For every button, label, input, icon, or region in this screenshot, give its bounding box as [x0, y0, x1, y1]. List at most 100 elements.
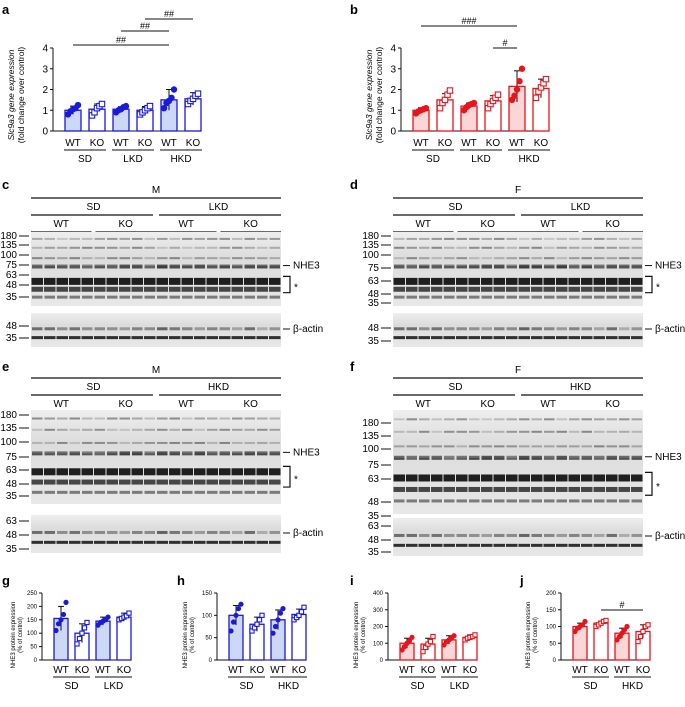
blot-band-actin: [56, 540, 68, 544]
blot-band-actin: [519, 533, 530, 537]
blot-band-nhe3: [232, 451, 243, 456]
blot-band: [469, 430, 480, 433]
blot-band: [619, 445, 630, 448]
category-label: KO: [117, 665, 132, 676]
blot-band-actin: [144, 530, 155, 534]
data-point: [105, 614, 111, 620]
blot-band-strong: [481, 277, 493, 285]
blot-band-actin: [606, 327, 617, 331]
nhe3-label: NHE3: [293, 447, 320, 458]
blot-band-actin: [606, 533, 617, 537]
blot-band: [244, 246, 255, 249]
blot-band-strong: [69, 286, 81, 292]
blot-band-nhe3: [269, 264, 280, 269]
blot-band: [194, 237, 205, 240]
blot-diet-label: LKD: [571, 202, 590, 213]
panel-label-a: a: [2, 2, 10, 17]
actin-label: β-actin: [293, 528, 323, 539]
blot-band-nhe3: [631, 264, 642, 269]
blot-band: [219, 490, 230, 494]
blot-band-actin: [481, 533, 492, 537]
blot-band: [57, 428, 68, 431]
blot-band: [531, 237, 542, 240]
blot-band-nhe3: [456, 455, 467, 460]
blot-band-actin: [82, 530, 93, 534]
category-label: KO: [138, 138, 153, 149]
group-label: HKD: [170, 154, 191, 165]
blot-band: [531, 445, 542, 448]
blot-band: [157, 246, 168, 249]
blot-band: [606, 295, 617, 299]
blot-band: [494, 430, 505, 433]
blot-band: [581, 430, 592, 433]
data-point: [582, 618, 588, 625]
blot-band-nhe3: [169, 451, 180, 456]
nonspecific-bracket: [645, 275, 653, 294]
blot-band-actin: [431, 543, 443, 547]
chart-i: 0 100 200 300 400 WT KO WT KO SD LKD: [373, 591, 478, 692]
group-label: SD: [426, 154, 440, 165]
y-tick-label: 1: [390, 106, 396, 117]
blot-band-strong: [244, 468, 256, 476]
blot-band-actin: [219, 336, 231, 340]
blot-band-strong: [481, 486, 493, 492]
blot-band-strong: [418, 286, 430, 292]
blot-band: [456, 257, 467, 260]
blot-band: [107, 441, 118, 444]
blot-band-strong: [131, 277, 143, 285]
category-label: WT: [53, 665, 69, 676]
blot-band: [219, 295, 230, 299]
blot-band-actin: [444, 327, 455, 331]
blot-band: [506, 430, 517, 433]
blot-band-strong: [606, 286, 618, 292]
blot-band-strong: [119, 468, 131, 476]
blot-band: [119, 237, 130, 240]
category-label: KO: [594, 665, 609, 676]
blot-diet-label: SD: [87, 382, 101, 393]
nonspecific-asterisk: *: [294, 283, 298, 294]
category-label: KO: [250, 665, 265, 676]
nonspecific-asterisk: *: [656, 283, 660, 294]
blot-band: [556, 418, 567, 421]
blot-band-strong: [518, 277, 530, 285]
blot-band: [544, 257, 555, 260]
blot-band-strong: [44, 479, 56, 485]
blot-band-strong: [568, 474, 580, 482]
blot-band: [257, 246, 268, 249]
blot-band: [32, 490, 43, 494]
blot-band-strong: [468, 286, 480, 292]
blot-band-actin: [244, 336, 256, 340]
blot-band: [531, 295, 542, 299]
blot-diet-label: SD: [449, 202, 463, 213]
blot-band: [594, 430, 605, 433]
blot-band-actin: [581, 533, 592, 537]
blot-band-actin: [556, 327, 567, 331]
blot-band: [57, 237, 68, 240]
blot-band: [481, 499, 492, 503]
blot-band: [606, 430, 617, 433]
blot-band-actin: [94, 540, 106, 544]
category-label: KO: [90, 138, 105, 149]
actin-label: β-actin: [655, 531, 685, 542]
blot-genotype-label: KO: [244, 399, 259, 410]
blot-band: [631, 237, 642, 240]
blot-band-actin: [219, 540, 231, 544]
y-tick-label: 3: [390, 64, 396, 75]
y-tick-label: 1: [42, 106, 48, 117]
mw-marker: 48: [6, 479, 18, 490]
blot-band: [94, 417, 105, 420]
blot-band-strong: [456, 286, 468, 292]
category-label: KO: [421, 665, 436, 676]
blot-band: [394, 499, 405, 503]
y-tick-label: 50: [205, 636, 212, 642]
group-label: HKD: [518, 154, 539, 165]
blot-band-actin: [581, 336, 593, 340]
blot-band-strong: [44, 277, 56, 285]
blot-band-strong: [618, 486, 630, 492]
blot-band-actin: [618, 336, 630, 340]
blot-band-nhe3: [82, 264, 93, 269]
data-point: [270, 630, 276, 636]
blot-band-actin: [194, 530, 205, 534]
